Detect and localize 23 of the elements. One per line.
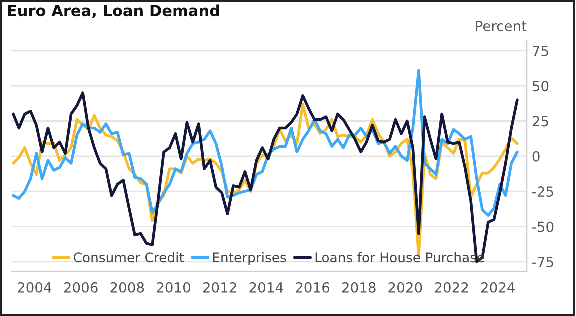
- y-tick-label: -75: [532, 257, 554, 268]
- x-tick-label: 2004: [18, 282, 52, 293]
- x-tick-label: 2006: [64, 282, 98, 293]
- x-tick-label: 2020: [388, 282, 422, 293]
- y-tick-label: -50: [532, 222, 554, 232]
- legend-label: Enterprises: [213, 252, 286, 266]
- y-tick-label: 0: [532, 151, 540, 162]
- chart-title: Euro Area, Loan Demand: [8, 4, 220, 19]
- x-tick-label: 2016: [296, 282, 330, 293]
- legend-label: Consumer Credit: [74, 252, 184, 263]
- x-tick-label: 2018: [342, 282, 376, 293]
- y-tick-label: 25: [532, 116, 548, 127]
- x-tick-label: 2014: [250, 282, 284, 293]
- x-tick-label: 2024: [481, 282, 516, 293]
- y-axis-title: Percent: [476, 21, 527, 32]
- x-tick-label: 2008: [110, 282, 144, 293]
- y-tick-label: 75: [533, 46, 548, 56]
- x-tick-label: 2010: [157, 282, 190, 293]
- x-tick-label: 2012: [203, 282, 236, 293]
- y-tick-label: 50: [532, 81, 549, 92]
- y-tick-label: -25: [532, 186, 554, 198]
- line-series: [12, 69, 519, 217]
- x-tick-label: 2022: [435, 282, 468, 293]
